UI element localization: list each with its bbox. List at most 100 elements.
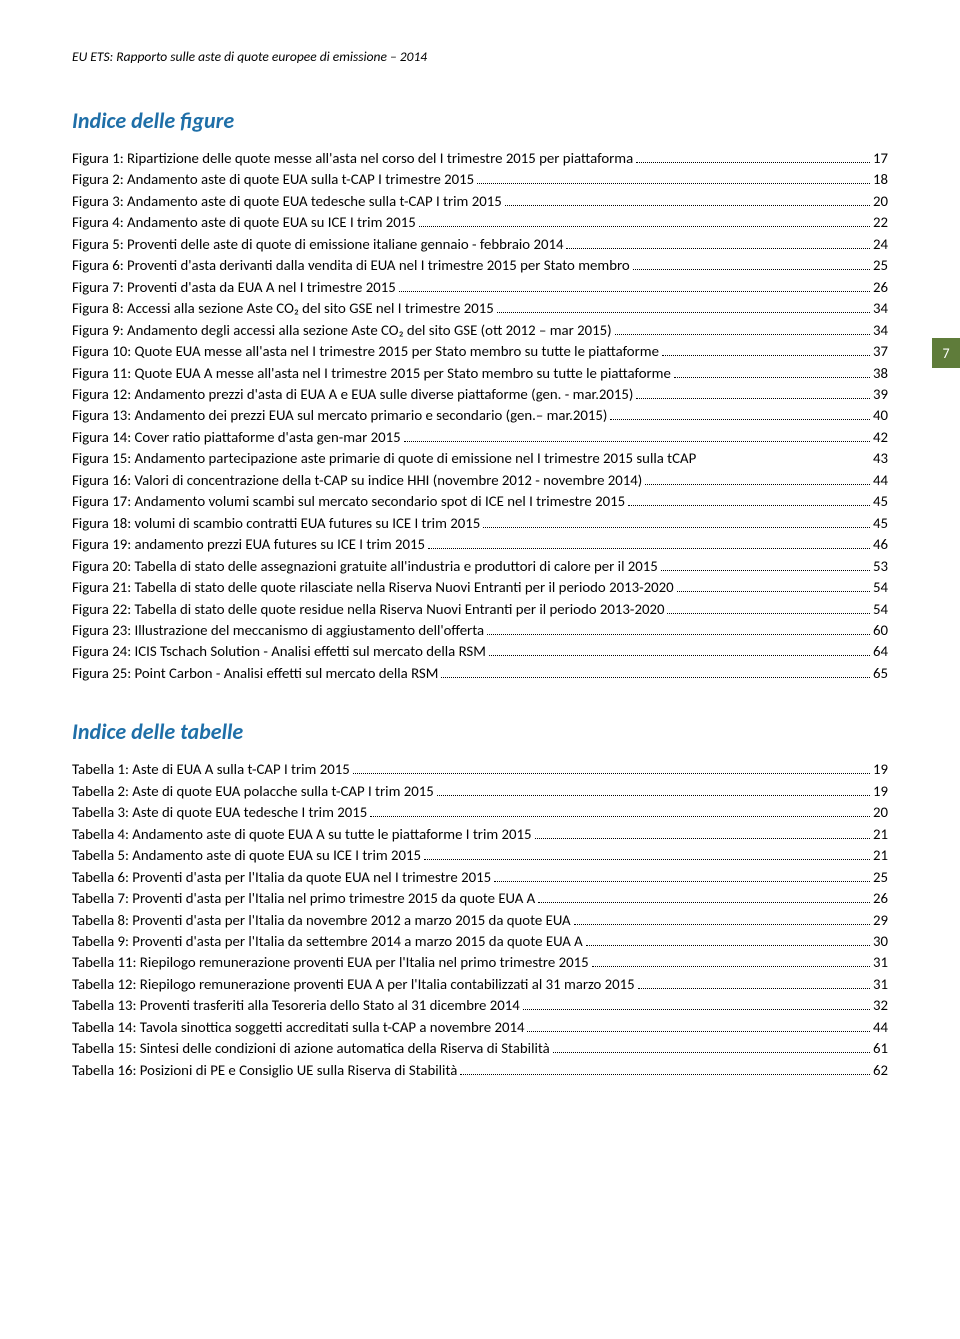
toc-leader-dots (489, 643, 870, 656)
toc-entry: Figura 16: Valori di concentrazione dell… (72, 470, 888, 491)
toc-entry-label: Tabella 11: Riepilogo remunerazione prov… (72, 952, 589, 973)
toc-leader-dots (538, 890, 870, 903)
toc-entry-page: 62 (873, 1060, 888, 1081)
toc-leader-dots (477, 171, 870, 184)
toc-entry: Figura 15: Andamento partecipazione aste… (72, 448, 888, 469)
toc-entry: Tabella 2: Aste di quote EUA polacche su… (72, 781, 888, 802)
toc-entry: Figura 2: Andamento aste di quote EUA su… (72, 169, 888, 190)
toc-entry-page: 25 (873, 867, 888, 888)
toc-entry-page: 64 (873, 641, 888, 662)
toc-leader-dots (645, 471, 870, 484)
toc-entry: Figura 14: Cover ratio piattaforme d'ast… (72, 427, 888, 448)
toc-leader-dots (610, 407, 870, 420)
toc-entry: Figura 22: Tabella di stato delle quote … (72, 599, 888, 620)
toc-entry: Figura 20: Tabella di stato delle assegn… (72, 556, 888, 577)
toc-entry: Tabella 1: Aste di EUA A sulla t-CAP I t… (72, 759, 888, 780)
toc-entry-label: Figura 19: andamento prezzi EUA futures … (72, 534, 425, 555)
toc-leader-dots (494, 868, 870, 881)
toc-entry-label: Figura 15: Andamento partecipazione aste… (72, 448, 696, 469)
toc-leader-dots (615, 321, 870, 334)
toc-entry: Tabella 5: Andamento aste di quote EUA s… (72, 845, 888, 866)
toc-leader-dots (566, 236, 870, 249)
toc-leader-dots (428, 536, 870, 549)
toc-entry-page: 31 (873, 952, 888, 973)
toc-entry: Tabella 15: Sintesi delle condizioni di … (72, 1038, 888, 1059)
toc-entry-label: Tabella 6: Proventi d'asta per l'Italia … (72, 867, 491, 888)
toc-leader-dots (677, 579, 870, 592)
toc-entry-label: Figura 5: Proventi delle aste di quote d… (72, 234, 563, 255)
toc-leader-dots (527, 1018, 870, 1031)
toc-leader-dots (441, 665, 870, 678)
toc-sections: Indice delle figureFigura 1: Ripartizion… (72, 107, 888, 1081)
toc-entry-page: 37 (873, 341, 888, 362)
toc-entry-page: 45 (873, 491, 888, 512)
toc-entry-label: Tabella 13: Proventi trasferiti alla Tes… (72, 995, 520, 1016)
toc-entry-label: Tabella 16: Posizioni di PE e Consiglio … (72, 1060, 457, 1081)
toc-entry: Figura 13: Andamento dei prezzi EUA sul … (72, 405, 888, 426)
toc-leader-dots (487, 622, 870, 635)
toc-entry-label: Figura 2: Andamento aste di quote EUA su… (72, 169, 474, 190)
toc-entry-label: Figura 22: Tabella di stato delle quote … (72, 599, 664, 620)
toc-entry-page: 54 (873, 577, 888, 598)
toc-entry-label: Figura 24: ICIS Tschach Solution - Anali… (72, 641, 486, 662)
toc-entry: Figura 3: Andamento aste di quote EUA te… (72, 191, 888, 212)
toc-leader-dots (370, 804, 870, 817)
toc-entry-label: Figura 8: Accessi alla sezione Aste CO₂ … (72, 298, 494, 319)
toc-entry-page: 17 (873, 148, 888, 169)
toc-entry: Figura 21: Tabella di stato delle quote … (72, 577, 888, 598)
toc-entry-page: 38 (873, 363, 888, 384)
toc-entry-page: 31 (873, 974, 888, 995)
toc-entry: Figura 19: andamento prezzi EUA futures … (72, 534, 888, 555)
toc-section: Indice delle tabelle Tabella 1: Aste di E… (72, 718, 888, 1081)
toc-entry-page: 24 (873, 234, 888, 255)
toc-entry: Figura 10: Quote EUA messe all'asta nel … (72, 341, 888, 362)
toc-entry-label: Figura 12: Andamento prezzi d'asta di EU… (72, 384, 633, 405)
toc-entry: Figura 4: Andamento aste di quote EUA su… (72, 212, 888, 233)
toc-entry: Tabella 7: Proventi d'asta per l'Italia … (72, 888, 888, 909)
toc-leader-dots (460, 1061, 870, 1074)
toc-entry-label: Tabella 5: Andamento aste di quote EUA s… (72, 845, 421, 866)
toc-leader-dots (636, 386, 870, 399)
toc-entry-page: 44 (873, 470, 888, 491)
toc-entry: Figura 25: Point Carbon - Analisi effett… (72, 663, 888, 684)
toc-entry-label: Figura 3: Andamento aste di quote EUA te… (72, 191, 502, 212)
toc-entry-label: Figura 9: Andamento degli accessi alla s… (72, 320, 612, 341)
toc-entry: Figura 1: Ripartizione delle quote messe… (72, 148, 888, 169)
toc-entry: Tabella 11: Riepilogo remunerazione prov… (72, 952, 888, 973)
toc-entry-page: 39 (873, 384, 888, 405)
toc-entry-label: Figura 14: Cover ratio piattaforme d'ast… (72, 427, 401, 448)
section-title: Indice delle tabelle (72, 718, 888, 745)
toc-entry-page: 29 (873, 910, 888, 931)
toc-entry-label: Tabella 1: Aste di EUA A sulla t-CAP I t… (72, 759, 350, 780)
toc-entry-label: Figura 18: volumi di scambio contratti E… (72, 513, 480, 534)
toc-entry-page: 22 (873, 212, 888, 233)
toc-entry-page: 40 (873, 405, 888, 426)
toc-entry-page: 53 (873, 556, 888, 577)
toc-entry-page: 26 (873, 277, 888, 298)
toc-entry-page: 43 (873, 448, 888, 469)
toc-entry: Tabella 3: Aste di quote EUA tedesche I … (72, 802, 888, 823)
toc-entry-label: Tabella 7: Proventi d'asta per l'Italia … (72, 888, 535, 909)
toc-entry-page: 25 (873, 255, 888, 276)
toc-leader-dots (628, 493, 870, 506)
toc-leader-dots (586, 933, 870, 946)
toc-leader-dots (667, 600, 870, 613)
toc-leader-dots (483, 514, 870, 527)
toc-leader-dots (636, 150, 870, 163)
toc-leader-dots (424, 847, 870, 860)
toc-entry-page: 34 (873, 320, 888, 341)
toc-entry-label: Figura 6: Proventi d'asta derivanti dall… (72, 255, 630, 276)
toc-entry-page: 26 (873, 888, 888, 909)
toc-entry: Figura 8: Accessi alla sezione Aste CO₂ … (72, 298, 888, 319)
toc-entry-label: Figura 1: Ripartizione delle quote messe… (72, 148, 633, 169)
toc-entry-label: Tabella 3: Aste di quote EUA tedesche I … (72, 802, 367, 823)
toc-entry: Figura 9: Andamento degli accessi alla s… (72, 320, 888, 341)
toc-entry-label: Tabella 9: Proventi d'asta per l'Italia … (72, 931, 583, 952)
toc-entry-page: 61 (873, 1038, 888, 1059)
toc-leader-dots (497, 300, 870, 313)
toc-entry-page: 44 (873, 1017, 888, 1038)
toc-entry: Tabella 13: Proventi trasferiti alla Tes… (72, 995, 888, 1016)
toc-entry-label: Figura 7: Proventi d'asta da EUA A nel I… (72, 277, 396, 298)
toc-entry-label: Figura 20: Tabella di stato delle assegn… (72, 556, 658, 577)
toc-entry: Tabella 6: Proventi d'asta per l'Italia … (72, 867, 888, 888)
